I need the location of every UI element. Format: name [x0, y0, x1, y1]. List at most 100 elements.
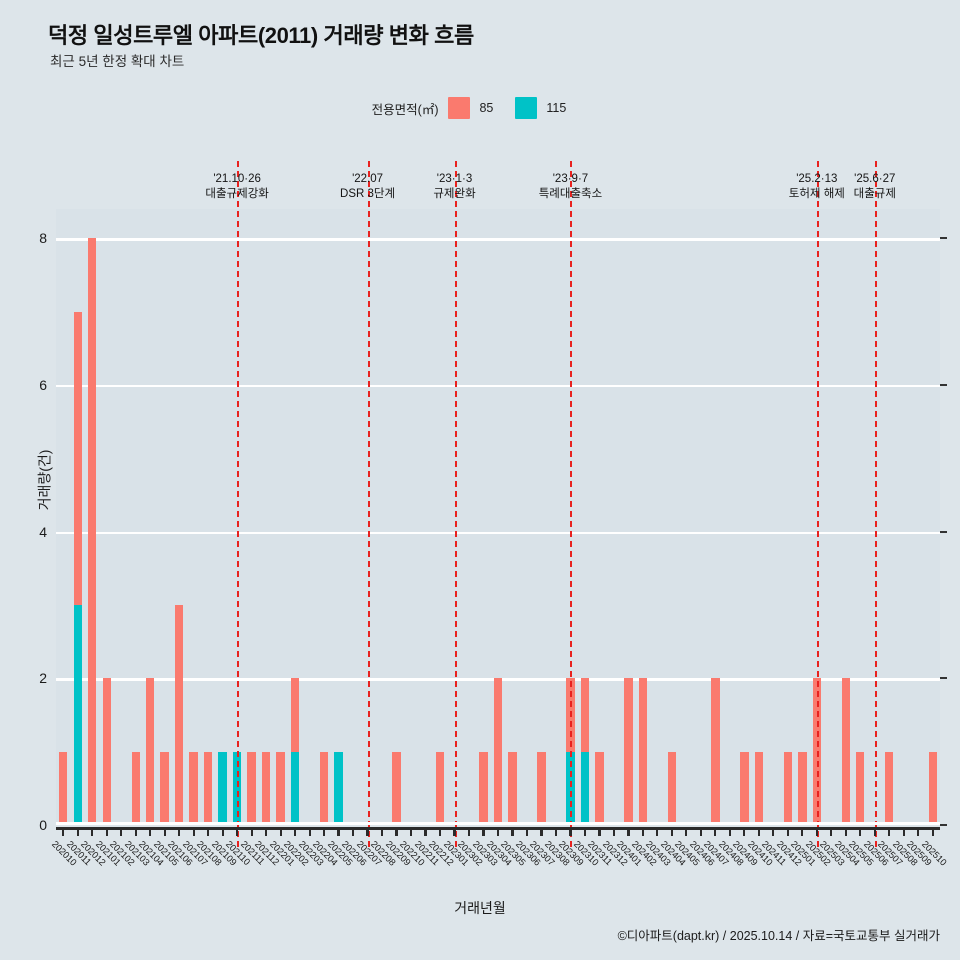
- bar-group[interactable]: [885, 209, 894, 825]
- legend-title: 전용면적(㎡): [371, 102, 439, 117]
- bar-group[interactable]: [595, 209, 604, 825]
- bar-segment-85[interactable]: [160, 751, 169, 825]
- event-date: '25.6·27: [854, 172, 896, 185]
- bar-group[interactable]: [189, 209, 198, 825]
- bar-segment-115[interactable]: [580, 751, 590, 825]
- bar-segment-115[interactable]: [334, 751, 343, 825]
- bar-group[interactable]: [754, 209, 764, 825]
- bar-segment-85[interactable]: [928, 751, 937, 825]
- x-tick-mark: [801, 827, 804, 836]
- bar-segment-85[interactable]: [856, 751, 865, 825]
- bar-segment-85[interactable]: [247, 751, 256, 825]
- bar-group[interactable]: [290, 209, 300, 825]
- bar-group[interactable]: [174, 209, 184, 825]
- bar-segment-85[interactable]: [290, 678, 300, 752]
- x-tick-mark: [163, 827, 166, 836]
- bar-group[interactable]: [537, 209, 546, 825]
- legend-item-85[interactable]: 85: [448, 97, 493, 119]
- bar-segment-85[interactable]: [566, 678, 575, 752]
- bar-segment-85[interactable]: [102, 678, 111, 825]
- bar-segment-85[interactable]: [885, 751, 894, 825]
- bar-group[interactable]: [102, 209, 111, 825]
- bar-group[interactable]: [740, 209, 749, 825]
- bar-segment-85[interactable]: [711, 678, 720, 825]
- bar-segment-85[interactable]: [841, 678, 850, 825]
- bar-segment-115[interactable]: [290, 751, 300, 825]
- bar-group[interactable]: [218, 209, 227, 825]
- bar-group[interactable]: [783, 209, 793, 825]
- bar-segment-115[interactable]: [73, 605, 82, 825]
- bar-group[interactable]: [711, 209, 720, 825]
- bar-segment-85[interactable]: [783, 751, 793, 825]
- bar-segment-85[interactable]: [798, 751, 807, 825]
- bar-segment-85[interactable]: [261, 751, 271, 825]
- bar-group[interactable]: [580, 209, 590, 825]
- bar-segment-115[interactable]: [232, 751, 242, 825]
- bar-group[interactable]: [203, 209, 213, 825]
- bar-group[interactable]: [856, 209, 865, 825]
- bar-segment-85[interactable]: [73, 311, 82, 605]
- bar-segment-85[interactable]: [812, 678, 821, 825]
- bar-segment-85[interactable]: [319, 751, 329, 825]
- x-tick-mark: [859, 827, 862, 836]
- bar-group[interactable]: [812, 209, 821, 825]
- x-tick-mark: [207, 827, 210, 836]
- bar-group[interactable]: [566, 209, 575, 825]
- y-tick-label: 0: [39, 817, 47, 833]
- x-tick-mark: [380, 827, 384, 836]
- bar-segment-85[interactable]: [580, 678, 590, 752]
- bar-segment-85[interactable]: [203, 751, 213, 825]
- bar-group[interactable]: [508, 209, 517, 825]
- event-date: '21.10·26: [213, 172, 261, 185]
- bar-segment-85[interactable]: [624, 678, 633, 825]
- bar-segment-85[interactable]: [479, 751, 488, 825]
- bar-segment-85[interactable]: [59, 751, 68, 825]
- bar-segment-115[interactable]: [218, 751, 227, 825]
- bar-group[interactable]: [392, 209, 401, 825]
- bar-group[interactable]: [59, 209, 68, 825]
- bar-group[interactable]: [88, 209, 97, 825]
- bar-group[interactable]: [667, 209, 677, 825]
- bar-segment-85[interactable]: [276, 751, 285, 825]
- bar-series-container: [56, 209, 940, 825]
- bar-segment-85[interactable]: [754, 751, 764, 825]
- event-date: '25.2·13: [796, 172, 838, 185]
- legend-item-115[interactable]: 115: [515, 97, 566, 119]
- bar-segment-85[interactable]: [740, 751, 749, 825]
- bar-segment-85[interactable]: [638, 678, 648, 825]
- x-tick-mark: [873, 827, 876, 836]
- bar-group[interactable]: [928, 209, 937, 825]
- bar-segment-85[interactable]: [508, 751, 517, 825]
- bar-segment-85[interactable]: [667, 751, 677, 825]
- bar-group[interactable]: [319, 209, 329, 825]
- bar-group[interactable]: [131, 209, 140, 825]
- bar-segment-85[interactable]: [595, 751, 604, 825]
- bar-group[interactable]: [638, 209, 648, 825]
- bar-group[interactable]: [73, 209, 82, 825]
- bar-segment-115[interactable]: [566, 751, 575, 825]
- bar-group[interactable]: [276, 209, 285, 825]
- bar-segment-85[interactable]: [392, 751, 401, 825]
- bar-group[interactable]: [841, 209, 850, 825]
- bar-group[interactable]: [624, 209, 633, 825]
- bar-segment-85[interactable]: [174, 605, 184, 825]
- bar-group[interactable]: [232, 209, 242, 825]
- event-text: 규제완화: [433, 188, 476, 201]
- bar-group[interactable]: [435, 209, 445, 825]
- x-axis: 202010 202011 202012 202101 202102 202103 2021…: [50, 827, 948, 868]
- bar-segment-85[interactable]: [189, 751, 198, 825]
- bar-segment-85[interactable]: [493, 678, 503, 825]
- bar-group[interactable]: [479, 209, 488, 825]
- bar-segment-85[interactable]: [435, 751, 445, 825]
- bar-group[interactable]: [493, 209, 503, 825]
- bar-segment-85[interactable]: [131, 751, 140, 825]
- bar-group[interactable]: [334, 209, 343, 825]
- bar-group[interactable]: [798, 209, 807, 825]
- bar-group[interactable]: [160, 209, 169, 825]
- bar-segment-85[interactable]: [88, 238, 97, 825]
- bar-group[interactable]: [261, 209, 271, 825]
- bar-group[interactable]: [247, 209, 256, 825]
- bar-group[interactable]: [145, 209, 155, 825]
- bar-segment-85[interactable]: [145, 678, 155, 825]
- bar-segment-85[interactable]: [537, 751, 546, 825]
